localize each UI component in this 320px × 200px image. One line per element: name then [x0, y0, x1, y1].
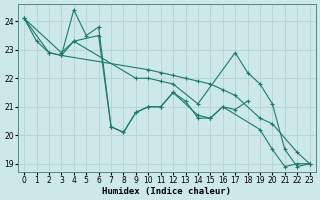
X-axis label: Humidex (Indice chaleur): Humidex (Indice chaleur) [102, 187, 231, 196]
